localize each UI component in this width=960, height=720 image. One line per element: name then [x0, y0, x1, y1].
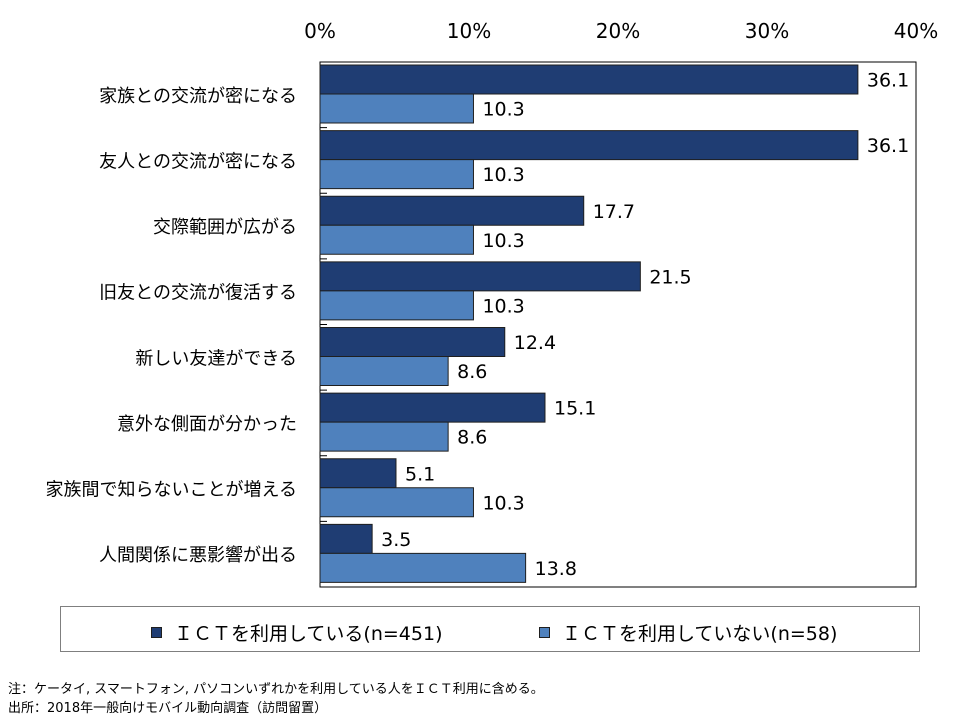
bar-series-2 — [319, 159, 474, 190]
category-label: 家族間で知らないことが増える — [46, 480, 297, 501]
legend-label-series-2: ＩＣＴを利用していない(n=58) — [562, 623, 838, 645]
bar-series-1 — [319, 458, 397, 489]
category-label: 交際範囲が広がる — [153, 217, 297, 238]
category-label: 人間関係に悪影響が出る — [99, 545, 297, 566]
x-tick-label: 0% — [304, 19, 336, 43]
data-label-series-2: 10.3 — [482, 492, 524, 514]
data-label-series-1: 36.1 — [867, 135, 909, 157]
category-label: 家族との交流が密になる — [99, 86, 297, 107]
data-label-series-2: 10.3 — [482, 230, 524, 252]
category-label: 友人との交流が密になる — [99, 151, 297, 172]
bar-series-1 — [319, 130, 859, 161]
data-label-series-1: 5.1 — [405, 463, 435, 485]
bar-series-1 — [319, 64, 859, 95]
data-label-series-2: 10.3 — [482, 295, 524, 317]
data-label-series-2: 10.3 — [482, 99, 524, 121]
bar-series-1 — [319, 195, 585, 226]
data-label-series-2: 13.8 — [535, 558, 577, 580]
x-tick-label: 10% — [447, 19, 491, 43]
data-label-series-1: 21.5 — [649, 266, 691, 288]
source-note: 出所：2018年一般向けモバイル動向調査（訪問留置） — [8, 701, 328, 716]
data-label-series-1: 12.4 — [514, 332, 556, 354]
data-label-series-2: 8.6 — [457, 427, 487, 449]
footnote: 注：ケータイ, スマートフォン, パソコンいずれかを利用している人をＩＣＴ利用に… — [8, 682, 544, 697]
category-label: 新しい友達ができる — [135, 348, 297, 369]
data-label-series-2: 8.6 — [457, 361, 487, 383]
x-tick-label: 20% — [596, 19, 640, 43]
data-label-series-1: 3.5 — [381, 529, 411, 551]
category-label: 意外な側面が分かった — [117, 414, 297, 435]
legend: ＩＣＴを利用している(n=451) ＩＣＴを利用していない(n=58) — [60, 606, 920, 652]
bar-series-2 — [319, 93, 474, 124]
data-label-series-2: 10.3 — [482, 164, 524, 186]
legend-label-series-1: ＩＣＴを利用している(n=451) — [174, 623, 443, 645]
x-tick-label: 40% — [894, 19, 938, 43]
bar-series-2 — [319, 224, 474, 255]
data-label-series-1: 36.1 — [867, 70, 909, 92]
bar-series-1 — [319, 327, 506, 357]
bar-series-2 — [319, 290, 474, 321]
bar-chart: 0% 10% 20% 30% 40% 家族との交流が密になる友人との交流が密になる交際範… — [46, 19, 938, 588]
bar-series-1 — [319, 392, 546, 423]
legend-item-series-1: ＩＣＴを利用している(n=451) — [151, 619, 442, 646]
bar-series-2 — [319, 421, 449, 452]
bar-series-2 — [319, 487, 474, 518]
legend-swatch-series-2 — [539, 627, 550, 638]
data-label-series-1: 17.7 — [593, 201, 635, 223]
bar-series-1 — [319, 523, 373, 554]
bar-series-2 — [319, 356, 449, 386]
x-tick-label: 30% — [745, 19, 789, 43]
data-label-series-1: 15.1 — [554, 398, 596, 420]
bar-series-2 — [319, 552, 527, 583]
category-label: 旧友との交流が復活する — [99, 283, 297, 304]
legend-item-series-2: ＩＣＴを利用していない(n=58) — [539, 619, 837, 646]
legend-swatch-series-1 — [151, 627, 162, 638]
bar-series-1 — [319, 261, 641, 292]
